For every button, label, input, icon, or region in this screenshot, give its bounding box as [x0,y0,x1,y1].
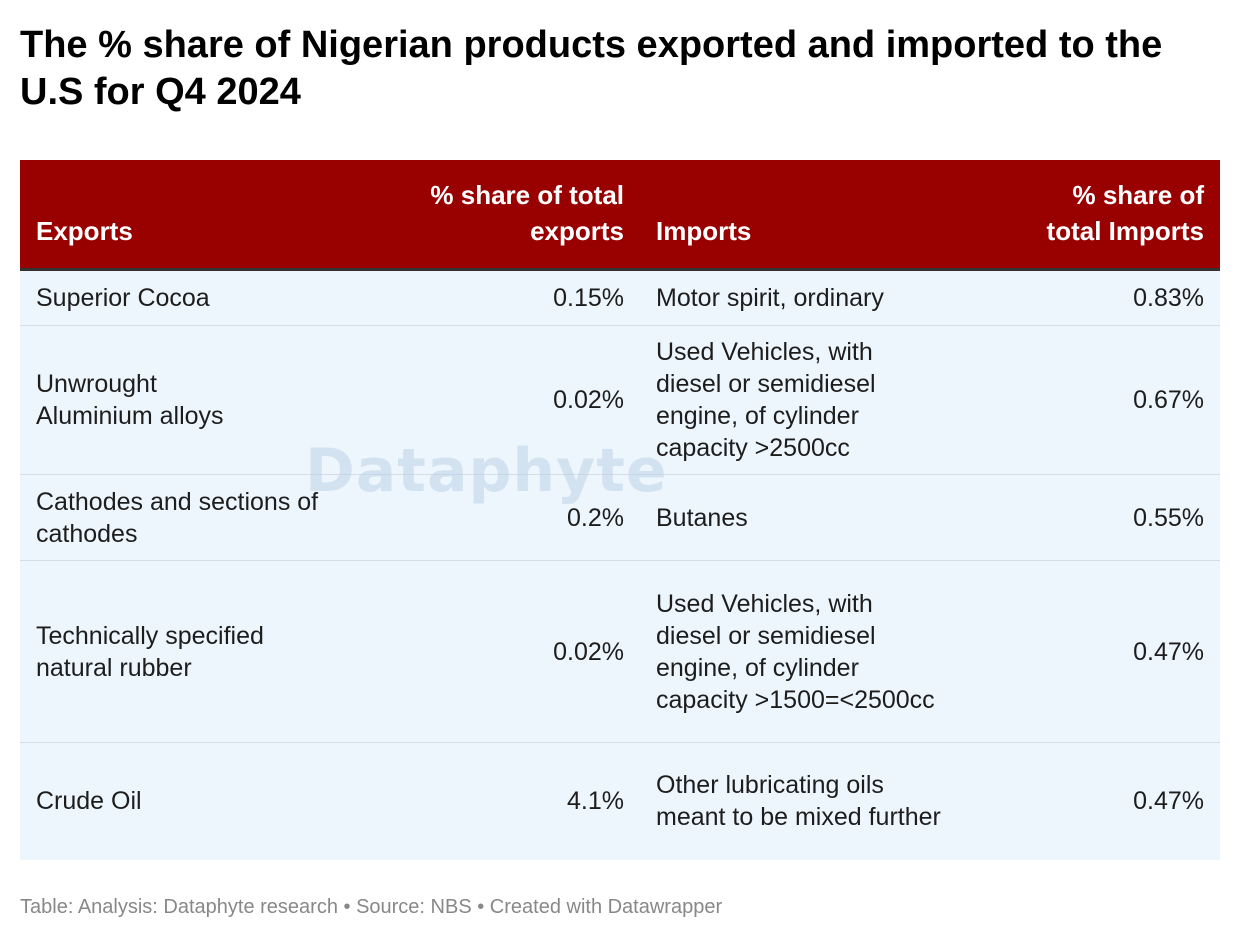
table-row: Cathodes and sections of cathodes 0.2% B… [20,474,1220,561]
table-row: Superior Cocoa 0.15% Motor spirit, ordin… [20,269,1220,326]
column-header-exports-share[interactable]: % share of total exports [380,160,640,271]
column-header-imports-share[interactable]: % share of total Imports [1000,160,1220,271]
export-product-cell: Unwrought Aluminium alloys [20,325,380,475]
export-product-cell: Cathodes and sections of cathodes [20,474,380,561]
export-share-cell: 0.02% [380,560,640,743]
import-share-cell: 0.47% [1000,742,1220,860]
import-share-cell: 0.67% [1000,325,1220,475]
export-product-cell: Superior Cocoa [20,269,380,326]
import-product-cell: Butanes [640,474,1000,561]
export-share-cell: 0.02% [380,325,640,475]
chart-title: The % share of Nigerian products exporte… [20,24,1163,113]
table-row: Technically specified natural rubber 0.0… [20,560,1220,743]
import-product-cell: Other lubricating oils meant to be mixed… [640,742,1000,860]
data-table: Exports % share of total exports Imports… [20,160,1220,860]
header-row: Exports % share of total exports Imports… [20,160,1220,271]
source-footer: Table: Analysis: Dataphyte research • So… [20,896,723,918]
import-share-cell: 0.55% [1000,474,1220,561]
table-row: Crude Oil 4.1% Other lubricating oils me… [20,742,1220,860]
column-header-imports[interactable]: Imports [640,160,1000,271]
column-header-exports[interactable]: Exports [20,160,380,271]
import-share-cell: 0.83% [1000,269,1220,326]
export-share-cell: 4.1% [380,742,640,860]
import-product-cell: Used Vehicles, with diesel or semidiesel… [640,560,1000,743]
table-row: Unwrought Aluminium alloys 0.02% Used Ve… [20,325,1220,475]
export-product-cell: Crude Oil [20,742,380,860]
data-table-container: Exports % share of total exports Imports… [20,160,1220,860]
export-product-cell: Technically specified natural rubber [20,560,380,743]
import-product-cell: Used Vehicles, with diesel or semidiesel… [640,325,1000,475]
import-product-cell: Motor spirit, ordinary [640,269,1000,326]
export-share-cell: 0.2% [380,474,640,561]
import-share-cell: 0.47% [1000,560,1220,743]
export-share-cell: 0.15% [380,269,640,326]
